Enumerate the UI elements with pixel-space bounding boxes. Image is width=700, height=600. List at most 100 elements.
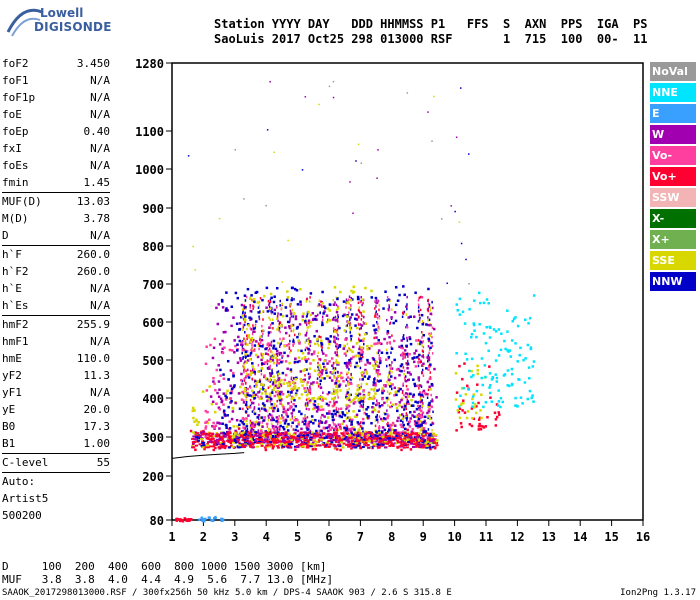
echo-point	[305, 360, 308, 363]
echo-point	[326, 441, 330, 444]
echo-point	[355, 437, 359, 440]
echo-point	[281, 416, 285, 419]
echo-point	[329, 428, 332, 432]
echo-point	[271, 351, 273, 354]
echo-point	[221, 440, 225, 443]
echo-point	[429, 440, 433, 443]
echo-point	[367, 393, 371, 397]
echo-point	[315, 381, 319, 384]
echo-point	[241, 314, 244, 318]
echo-point	[218, 436, 222, 439]
echo-point	[220, 519, 224, 522]
echo-point	[261, 407, 263, 410]
echo-point	[301, 445, 305, 448]
echo-point	[424, 442, 428, 445]
echo-point	[245, 429, 248, 433]
echo-point	[338, 343, 342, 347]
echo-point	[252, 327, 256, 330]
echo-point	[366, 347, 369, 351]
echo-point	[433, 446, 437, 449]
echo-point	[320, 376, 324, 380]
echo-point	[269, 81, 271, 83]
echo-point	[428, 356, 431, 359]
echo-point	[413, 352, 416, 355]
echo-point	[236, 296, 240, 300]
polarization-legend: NoVal NNE E W Vo- Vo+ SSW X- X+ SSE NNW	[650, 62, 696, 293]
echo-point	[427, 339, 431, 342]
echo-point	[310, 382, 313, 385]
echo-point	[357, 354, 361, 358]
echo-point	[377, 149, 379, 151]
echo-point	[312, 445, 316, 448]
echo-point	[472, 393, 476, 396]
echo-point	[325, 412, 329, 415]
param-value: N/A	[90, 108, 110, 121]
echo-point	[265, 444, 269, 447]
echo-point	[259, 429, 263, 433]
echo-point	[292, 328, 295, 332]
echo-point	[300, 440, 304, 444]
echo-point	[293, 385, 297, 388]
echo-point	[468, 369, 471, 373]
echo-point	[334, 315, 337, 319]
echo-point	[255, 381, 258, 385]
echo-point	[304, 404, 307, 407]
echo-point	[239, 315, 243, 319]
echo-point	[384, 384, 387, 388]
echo-point	[350, 339, 352, 343]
echo-point	[329, 371, 333, 374]
echo-point	[360, 404, 362, 407]
echo-point	[309, 321, 313, 324]
echo-point	[192, 435, 196, 438]
echo-point	[257, 342, 260, 345]
echo-point	[269, 354, 271, 358]
echo-point	[358, 360, 361, 363]
echo-point	[278, 440, 282, 443]
echo-point	[335, 317, 337, 321]
echo-point	[238, 433, 242, 436]
echo-point	[413, 382, 416, 386]
echo-point	[335, 408, 338, 412]
echo-point	[475, 335, 478, 339]
echo-point	[323, 306, 327, 310]
echo-point	[268, 413, 271, 416]
echo-point	[337, 344, 339, 347]
echo-point	[433, 442, 437, 445]
echo-point	[285, 432, 288, 435]
x-tick-label: 7	[357, 530, 364, 544]
echo-point	[225, 309, 228, 312]
echo-point	[316, 304, 319, 308]
echo-point	[343, 426, 346, 430]
echo-point	[523, 381, 527, 384]
echo-point	[409, 373, 412, 376]
echo-point	[243, 198, 245, 200]
echo-point	[257, 423, 261, 426]
echo-point	[191, 406, 195, 410]
echo-point	[431, 398, 433, 401]
echo-point	[256, 301, 260, 304]
echo-point	[406, 307, 408, 311]
echo-point	[494, 418, 498, 421]
echo-point	[243, 433, 247, 436]
echo-point	[504, 347, 507, 351]
echo-point	[230, 387, 234, 391]
echo-point	[480, 393, 483, 396]
echo-point	[415, 444, 419, 447]
echo-point	[377, 351, 380, 355]
echo-point	[219, 397, 223, 401]
echo-point	[361, 405, 364, 409]
echo-point	[458, 364, 461, 368]
echo-point	[314, 448, 317, 451]
echo-point	[288, 380, 291, 384]
echo-point	[347, 445, 351, 448]
echo-point	[392, 423, 395, 427]
echo-point	[412, 393, 416, 397]
echo-point	[385, 432, 389, 435]
param-label: B0	[2, 420, 16, 433]
echo-point	[211, 356, 215, 360]
y-tick-label: 900	[142, 202, 164, 216]
echo-point	[350, 418, 354, 422]
echo-point	[224, 330, 227, 334]
x-tick-label: 1	[168, 530, 175, 544]
echo-point	[376, 322, 379, 325]
